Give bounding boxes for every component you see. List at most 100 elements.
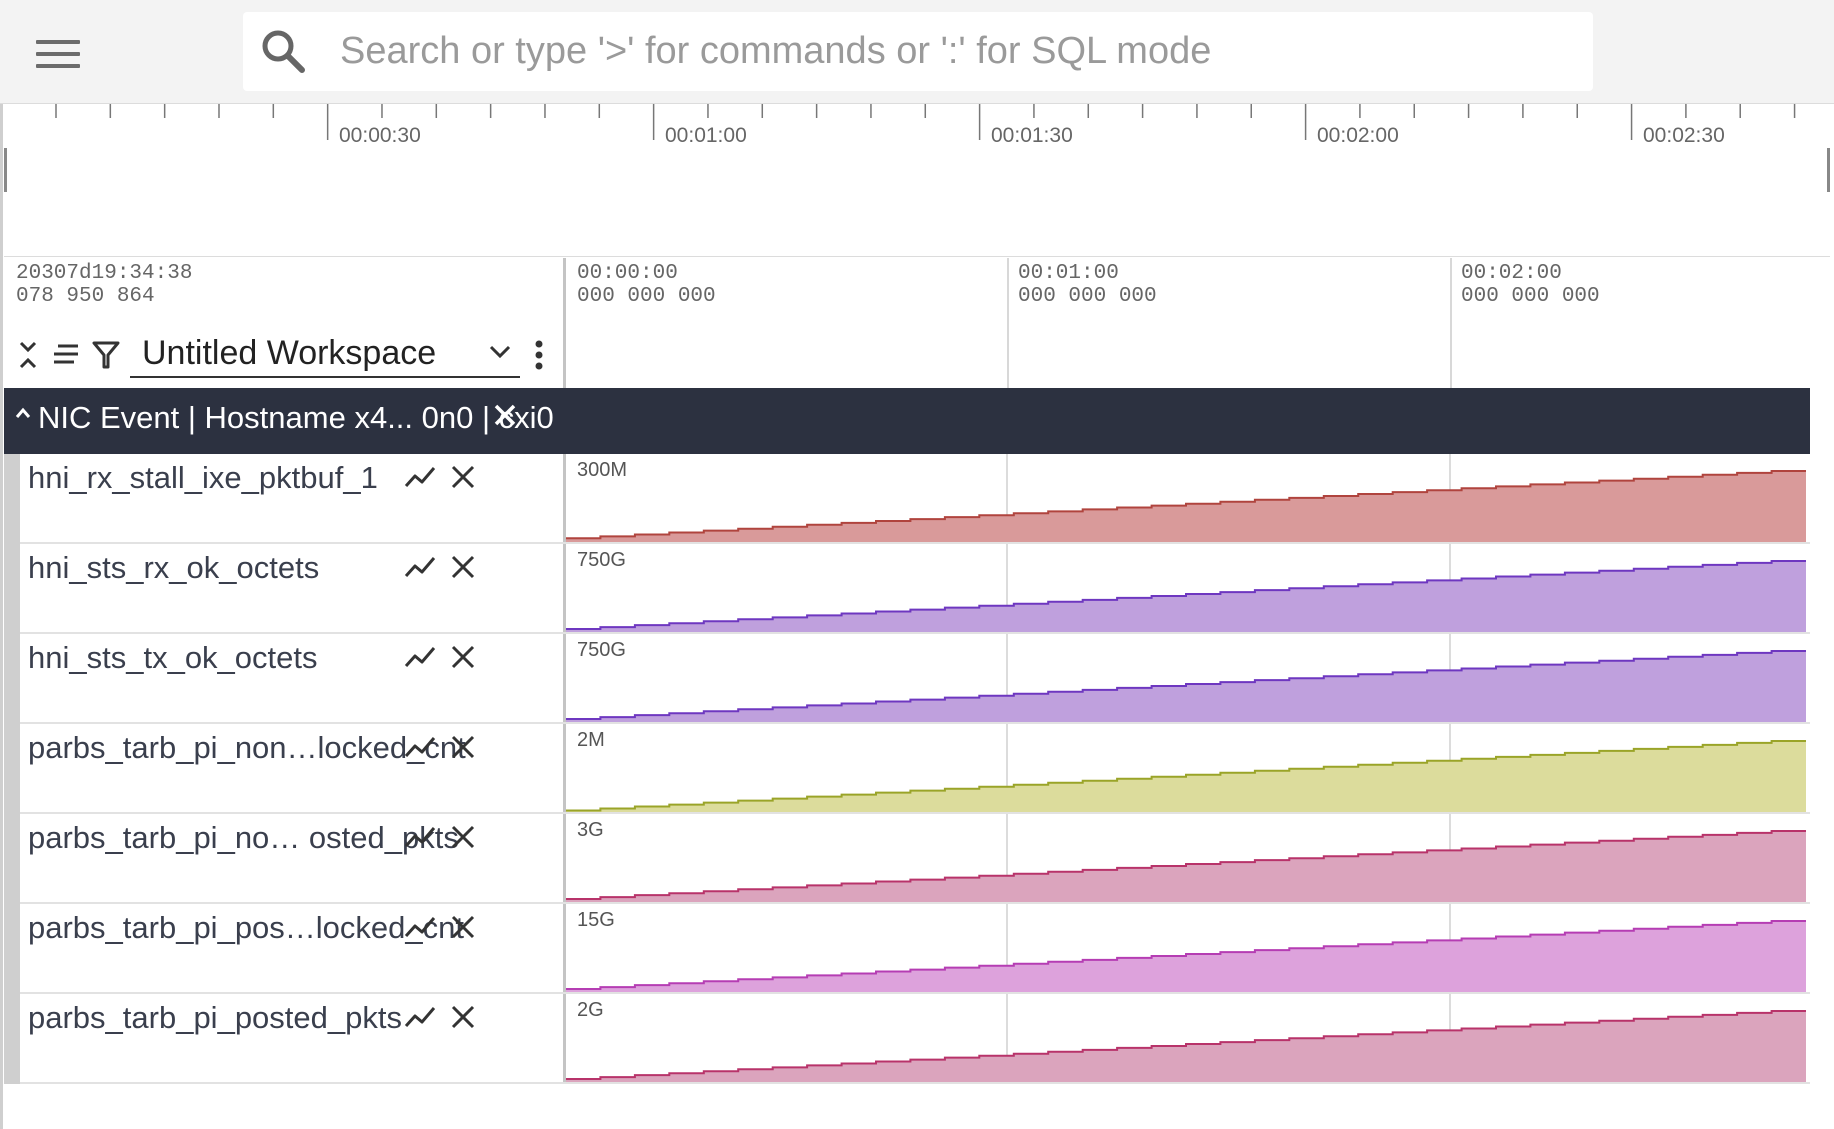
line-chart-icon[interactable]	[404, 644, 436, 670]
time-axis-header[interactable]: 00:00:00 000 000 000 00:01:00 000 000 00…	[566, 258, 1834, 388]
track-drag-handle[interactable]	[4, 814, 20, 904]
track-drag-handle[interactable]	[4, 724, 20, 814]
track-chart[interactable]: 2G	[566, 994, 1810, 1084]
overview-right-handle[interactable]	[1827, 148, 1830, 192]
track-y-max-label: 750G	[577, 549, 626, 571]
time-tick-label: 000 000 000	[1018, 285, 1157, 308]
track-name: parbs_tarb_pi_no… osted_pkts	[28, 820, 459, 855]
time-origin-line1: 20307d19:34:38	[16, 262, 193, 285]
track-shell[interactable]: hni_sts_tx_ok_octets	[20, 634, 566, 724]
overview-left-handle[interactable]	[4, 148, 7, 192]
track-shell[interactable]: parbs_tarb_pi_posted_pkts	[20, 994, 566, 1084]
track-name: parbs_tarb_pi_pos…locked_cnt	[28, 910, 464, 945]
track-name: hni_sts_tx_ok_octets	[28, 640, 318, 675]
line-chart-icon[interactable]	[404, 554, 436, 580]
counter-area-chart	[566, 994, 1806, 1084]
track-shell[interactable]: parbs_tarb_pi_pos…locked_cnt	[20, 904, 566, 994]
collapse-all-icon[interactable]	[16, 340, 40, 370]
time-gridline	[1450, 258, 1452, 388]
search-icon	[262, 30, 305, 73]
overview-label: 00:00:30	[339, 124, 421, 147]
row-divider	[20, 902, 1810, 904]
workspace-selector[interactable]: Untitled Workspace	[130, 330, 520, 378]
track-name: hni_sts_rx_ok_octets	[28, 550, 320, 585]
list-icon[interactable]	[52, 342, 80, 368]
close-icon[interactable]	[450, 644, 476, 670]
overview-label: 00:02:30	[1643, 124, 1725, 147]
row-divider	[20, 542, 1810, 544]
track-drag-handle[interactable]	[4, 544, 20, 634]
close-icon[interactable]	[450, 464, 476, 490]
track-group-header[interactable]: NIC Event | Hostname x4... 0n0 | cxi0	[4, 388, 1810, 454]
chevron-up-icon[interactable]	[14, 406, 32, 420]
time-tick-label: 000 000 000	[1461, 285, 1600, 308]
track-row: hni_rx_stall_ixe_pktbuf_1 300M	[0, 454, 1834, 544]
track-chart[interactable]: 15G	[566, 904, 1810, 994]
track-drag-handle[interactable]	[4, 904, 20, 994]
track-chart[interactable]: 3G	[566, 814, 1810, 904]
search-input[interactable]	[340, 17, 1570, 85]
track-row: hni_sts_rx_ok_octets 750G	[0, 544, 1834, 634]
chevron-down-icon	[489, 345, 511, 359]
line-chart-icon[interactable]	[404, 1004, 436, 1030]
workspace-toolbar: Untitled Workspace	[14, 330, 560, 380]
time-tick-label: 00:02:00	[1461, 262, 1562, 285]
track-shell[interactable]: parbs_tarb_pi_no… osted_pkts	[20, 814, 566, 904]
menu-icon[interactable]	[30, 36, 86, 76]
track-row: parbs_tarb_pi_posted_pkts 2G	[0, 994, 1834, 1084]
counter-area-chart	[566, 634, 1806, 724]
overview-label: 00:01:00	[665, 124, 747, 147]
overview-timeline[interactable]: 00:00:30 00:01:00 00:01:30 00:02:00 00:0…	[4, 104, 1830, 257]
counter-area-chart	[566, 544, 1806, 634]
close-icon[interactable]	[450, 914, 476, 940]
track-y-max-label: 300M	[577, 459, 628, 481]
line-chart-icon[interactable]	[404, 824, 436, 850]
row-divider	[20, 992, 1810, 994]
counter-area-chart	[566, 454, 1806, 544]
close-icon[interactable]	[450, 1004, 476, 1030]
left-border	[0, 0, 3, 1129]
track-drag-handle[interactable]	[4, 994, 20, 1084]
close-icon[interactable]	[450, 824, 476, 850]
line-chart-icon[interactable]	[404, 914, 436, 940]
row-divider	[20, 632, 1810, 634]
line-chart-icon[interactable]	[404, 734, 436, 760]
track-drag-handle[interactable]	[4, 634, 20, 724]
counter-line	[566, 740, 1806, 812]
track-row: hni_sts_tx_ok_octets 750G	[0, 634, 1834, 724]
track-chart[interactable]: 2M	[566, 724, 1810, 814]
more-vert-icon[interactable]	[534, 340, 544, 370]
track-y-max-label: 15G	[577, 909, 615, 931]
close-icon[interactable]	[450, 554, 476, 580]
close-icon[interactable]	[492, 402, 518, 428]
track-chart[interactable]: 750G	[566, 544, 1810, 634]
time-origin-line2: 078 950 864	[16, 285, 155, 308]
track-shell[interactable]: parbs_tarb_pi_non…locked_cnt	[20, 724, 566, 814]
track-row: parbs_tarb_pi_no… osted_pkts 3G	[0, 814, 1834, 904]
overview-label: 00:01:30	[991, 124, 1073, 147]
line-chart-icon[interactable]	[404, 464, 436, 490]
track-chart[interactable]: 300M	[566, 454, 1810, 544]
counter-line	[566, 920, 1806, 990]
track-y-max-label: 750G	[577, 639, 626, 661]
close-icon[interactable]	[450, 734, 476, 760]
workspace-name: Untitled Workspace	[142, 334, 437, 372]
counter-area-chart	[566, 904, 1806, 994]
overview-label: 00:02:00	[1317, 124, 1399, 147]
track-shell[interactable]: hni_rx_stall_ixe_pktbuf_1	[20, 454, 566, 544]
track-name: parbs_tarb_pi_posted_pkts	[28, 1000, 402, 1035]
counter-area-chart	[566, 724, 1806, 814]
row-divider	[20, 812, 1810, 814]
time-tick-label: 000 000 000	[577, 285, 716, 308]
track-chart[interactable]: 750G	[566, 634, 1810, 724]
time-origin-panel: 20307d19:34:38 078 950 864	[4, 258, 566, 388]
track-drag-handle[interactable]	[4, 454, 20, 544]
counter-line	[566, 1010, 1806, 1080]
filter-icon[interactable]	[92, 340, 120, 370]
track-y-max-label: 3G	[577, 819, 604, 841]
counter-line	[566, 830, 1806, 900]
track-name: parbs_tarb_pi_non…locked_cnt	[28, 730, 466, 765]
row-divider	[20, 722, 1810, 724]
track-row: parbs_tarb_pi_pos…locked_cnt 15G	[0, 904, 1834, 994]
track-shell[interactable]: hni_sts_rx_ok_octets	[20, 544, 566, 634]
